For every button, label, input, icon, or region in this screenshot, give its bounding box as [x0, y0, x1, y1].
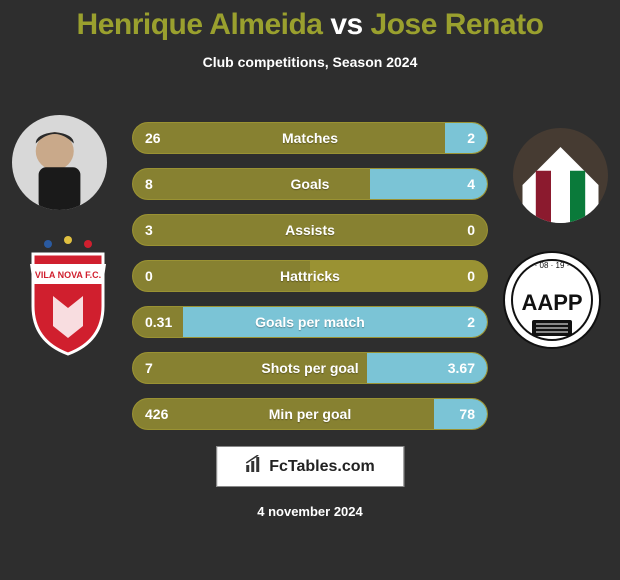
- player2-avatar: [513, 128, 608, 223]
- player1-club-badge: VILA NOVA F.C.: [18, 236, 118, 356]
- stat-row: 84Goals: [132, 168, 488, 200]
- stat-label: Assists: [133, 215, 487, 245]
- stat-label: Matches: [133, 123, 487, 153]
- stat-row: 73.67Shots per goal: [132, 352, 488, 384]
- stat-label: Goals per match: [133, 307, 487, 337]
- stat-label: Hattricks: [133, 261, 487, 291]
- player2-name: Jose Renato: [371, 8, 544, 41]
- stat-label: Shots per goal: [133, 353, 487, 383]
- subtitle: Club competitions, Season 2024: [0, 54, 620, 70]
- stat-label: Min per goal: [133, 399, 487, 429]
- stat-row: 30Assists: [132, 214, 488, 246]
- svg-text:AAPP: AAPP: [521, 290, 582, 315]
- stat-row: 00Hattricks: [132, 260, 488, 292]
- chart-icon: [245, 455, 263, 478]
- player1-name: Henrique Almeida: [77, 8, 323, 41]
- stat-row: 262Matches: [132, 122, 488, 154]
- stat-label: Goals: [133, 169, 487, 199]
- player1-avatar: [12, 115, 107, 210]
- stat-row: 42678Min per goal: [132, 398, 488, 430]
- footer-text: FcTables.com: [269, 458, 375, 476]
- comparison-title: Henrique Almeida vs Jose Renato: [0, 0, 620, 42]
- vs-text: vs: [323, 8, 371, 41]
- stat-row: 0.312Goals per match: [132, 306, 488, 338]
- svg-text:VILA NOVA F.C.: VILA NOVA F.C.: [35, 270, 101, 280]
- stats-rows: 262Matches 84Goals 30Assists 00Hattricks 0.3…: [132, 122, 488, 444]
- player2-club-badge: AAPP · 08 · 19 ·: [502, 240, 602, 360]
- date-text: 4 november 2024: [0, 504, 620, 519]
- svg-text:· 08 · 19 ·: · 08 · 19 ·: [535, 261, 570, 270]
- footer-attribution: FcTables.com: [216, 446, 404, 487]
